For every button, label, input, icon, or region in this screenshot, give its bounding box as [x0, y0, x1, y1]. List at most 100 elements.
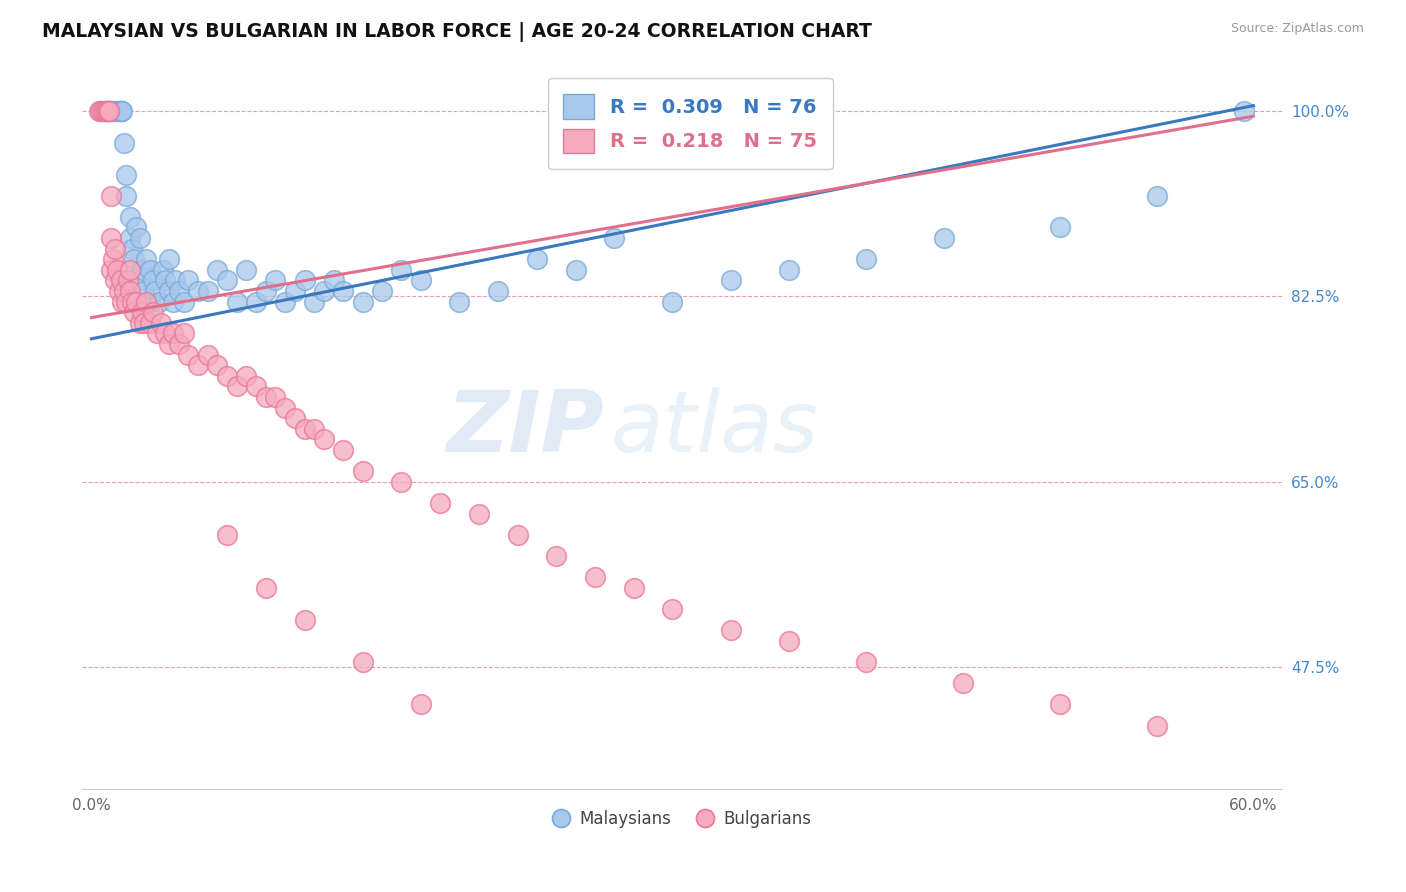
Point — [603, 231, 626, 245]
Point — [115, 188, 138, 202]
Point — [96, 103, 118, 118]
Point — [111, 103, 134, 118]
Point — [245, 379, 267, 393]
Point — [138, 294, 160, 309]
Point — [145, 284, 167, 298]
Point — [114, 284, 136, 298]
Point — [104, 103, 127, 118]
Point — [235, 368, 257, 383]
Point — [235, 263, 257, 277]
Point — [294, 613, 316, 627]
Point — [89, 103, 111, 118]
Point — [294, 422, 316, 436]
Point — [110, 103, 132, 118]
Point — [157, 337, 180, 351]
Point — [115, 294, 138, 309]
Point — [371, 284, 394, 298]
Point — [115, 168, 138, 182]
Point — [94, 103, 117, 118]
Text: MALAYSIAN VS BULGARIAN IN LABOR FORCE | AGE 20-24 CORRELATION CHART: MALAYSIAN VS BULGARIAN IN LABOR FORCE | … — [42, 22, 872, 42]
Point — [332, 284, 354, 298]
Point — [97, 103, 120, 118]
Point — [312, 433, 335, 447]
Point — [157, 252, 180, 267]
Point — [952, 676, 974, 690]
Point — [129, 231, 152, 245]
Point — [177, 348, 200, 362]
Point — [254, 284, 277, 298]
Point — [110, 273, 132, 287]
Point — [855, 655, 877, 669]
Point — [254, 390, 277, 404]
Point — [254, 581, 277, 595]
Point — [153, 326, 176, 341]
Point — [623, 581, 645, 595]
Point — [125, 294, 148, 309]
Text: ZIP: ZIP — [447, 387, 605, 470]
Point — [148, 294, 170, 309]
Point — [486, 284, 509, 298]
Point — [468, 507, 491, 521]
Point — [110, 103, 132, 118]
Point — [100, 103, 122, 118]
Point — [449, 294, 471, 309]
Point — [131, 305, 153, 319]
Point — [215, 528, 238, 542]
Point — [150, 316, 173, 330]
Point — [352, 294, 374, 309]
Point — [110, 103, 132, 118]
Point — [932, 231, 955, 245]
Point — [197, 284, 219, 298]
Point — [284, 411, 307, 425]
Point — [661, 294, 683, 309]
Point — [100, 103, 122, 118]
Point — [90, 103, 112, 118]
Point — [274, 294, 297, 309]
Point — [855, 252, 877, 267]
Point — [132, 284, 155, 298]
Point — [389, 263, 412, 277]
Point — [720, 273, 742, 287]
Point — [583, 570, 606, 584]
Text: atlas: atlas — [610, 387, 818, 470]
Point — [152, 263, 174, 277]
Point — [215, 273, 238, 287]
Point — [661, 602, 683, 616]
Point — [225, 379, 247, 393]
Point — [105, 103, 128, 118]
Legend: Malaysians, Bulgarians: Malaysians, Bulgarians — [547, 804, 818, 835]
Point — [104, 103, 127, 118]
Point — [163, 273, 186, 287]
Point — [96, 103, 118, 118]
Point — [138, 263, 160, 277]
Point — [162, 326, 184, 341]
Point — [264, 273, 287, 287]
Point — [114, 136, 136, 150]
Point — [105, 263, 128, 277]
Point — [429, 496, 451, 510]
Point — [132, 316, 155, 330]
Point — [352, 655, 374, 669]
Point — [778, 263, 800, 277]
Point — [90, 103, 112, 118]
Point — [153, 273, 176, 287]
Text: Source: ZipAtlas.com: Source: ZipAtlas.com — [1230, 22, 1364, 36]
Point — [264, 390, 287, 404]
Point — [142, 305, 165, 319]
Point — [91, 103, 114, 118]
Point — [96, 103, 118, 118]
Point — [225, 294, 247, 309]
Point — [409, 273, 432, 287]
Point — [506, 528, 529, 542]
Point — [107, 103, 129, 118]
Point — [302, 294, 325, 309]
Point — [157, 284, 180, 298]
Point — [167, 337, 190, 351]
Point — [121, 242, 143, 256]
Point — [1146, 718, 1168, 732]
Point — [778, 633, 800, 648]
Point — [129, 273, 152, 287]
Point — [129, 316, 152, 330]
Point — [162, 294, 184, 309]
Point — [117, 273, 139, 287]
